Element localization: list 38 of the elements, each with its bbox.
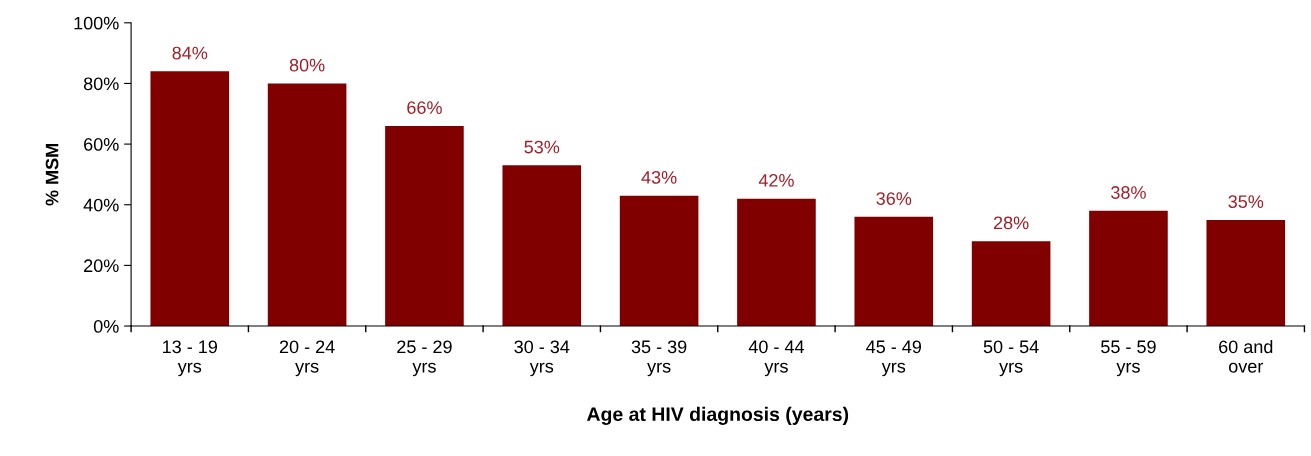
x-tick-label: 60 and over [1219,339,1273,373]
x-axis-title: Age at HIV diagnosis (years) [586,406,849,425]
x-tick-label: 45 - 49 yrs [866,340,922,377]
data-label: 66% [407,101,442,114]
bar [971,241,1051,327]
x-tick-label: 13 - 19 yrs [163,340,218,377]
bar [854,216,934,327]
x-tick-label: 20 - 24 yrs [279,340,335,377]
x-tick-label: 25 - 29 yrs [397,340,452,377]
bar [502,165,582,327]
bar [619,195,699,327]
data-label: 42% [758,173,794,187]
bar [1089,210,1168,327]
bar [267,83,347,327]
bar [150,71,230,327]
x-tick-label: 35 - 39 yrs [631,340,687,377]
y-tick-label: 60% [84,138,119,151]
data-label: 28% [993,216,1029,230]
data-label: 43% [641,170,677,184]
y-tick-label: 40% [83,198,119,212]
bar [385,125,464,327]
y-tick-label: 20% [84,259,119,273]
bar [737,198,816,327]
x-tick-label: 30 - 34 yrs [514,340,570,377]
data-label: 35% [1228,195,1264,208]
data-label: 80% [289,58,325,72]
x-tick-label: 40 - 44 yrs [748,340,805,377]
x-tick-label: 55 - 59 yrs [1101,340,1156,377]
data-label: 36% [876,192,912,205]
y-tick-label: 80% [83,77,119,91]
y-axis-title: % MSM [45,144,59,206]
bar [1206,219,1286,327]
y-tick-label: 100% [74,16,119,30]
data-label: 38% [1111,186,1146,199]
data-label: 53% [524,140,560,154]
data-label: 84% [172,46,208,60]
y-tick-label: 0% [93,319,119,333]
x-tick-label: 50 - 54 yrs [983,340,1039,377]
